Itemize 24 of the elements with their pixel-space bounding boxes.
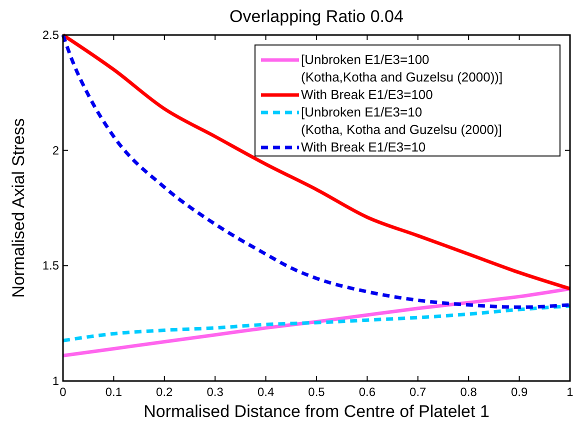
y-tick-label: 2.5 bbox=[42, 28, 60, 42]
x-tick-label: 0 bbox=[60, 385, 67, 399]
y-tick-label: 2 bbox=[52, 143, 60, 158]
x-tick-label: 0.8 bbox=[460, 385, 478, 399]
x-tick-label: 0.5 bbox=[308, 385, 326, 399]
x-tick-label: 0.4 bbox=[257, 385, 274, 399]
y-tick-label: 1 bbox=[52, 374, 60, 388]
y-tick-label: 1.5 bbox=[42, 258, 60, 273]
line-series bbox=[61, 286, 572, 358]
legend-label: [Unbroken E1/E3=100 (Kotha,Kotha and Guzelsu (2000))] bbox=[301, 52, 503, 84]
chart-title: Overlapping Ratio 0.04 bbox=[230, 7, 404, 26]
x-tick-label: 1 bbox=[566, 385, 574, 399]
x-tick-label: 0.7 bbox=[410, 385, 427, 399]
x-tick-label: 0.9 bbox=[510, 385, 528, 399]
legend-label: With Break E1/E3=100 bbox=[301, 87, 433, 102]
x-tick-label: 0.3 bbox=[206, 385, 224, 399]
legend-label: With Break E1/E3=10 bbox=[301, 140, 426, 154]
x-tick-label: 0.6 bbox=[358, 385, 376, 399]
y-axis-title: Normalised Axial Stress bbox=[9, 118, 28, 298]
x-tick-label: 0.2 bbox=[156, 385, 174, 399]
x-tick-label: 0.1 bbox=[105, 385, 122, 399]
line-series bbox=[61, 304, 572, 342]
x-axis-title: Normalised Distance from Centre of Platelet 1 bbox=[144, 402, 490, 421]
legend-label: [Unbroken E1/E3=10 (Kotha, Kotha and Guzelsu (2000)] bbox=[301, 104, 502, 137]
